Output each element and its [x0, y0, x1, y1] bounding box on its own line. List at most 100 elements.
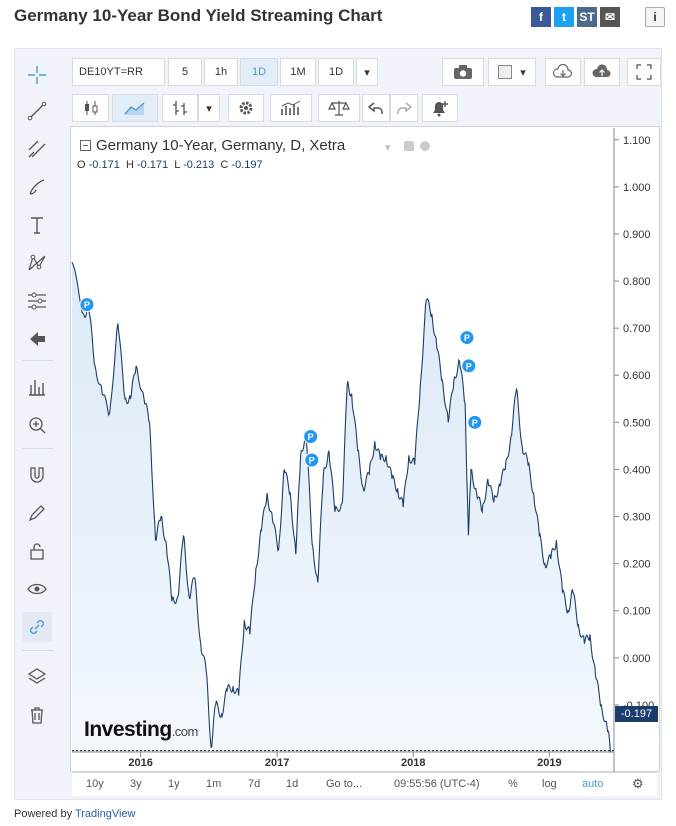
symbol-input[interactable]: DE10YT=RR [72, 58, 165, 86]
prediction-tool-icon[interactable] [22, 286, 52, 316]
settings-gear-icon[interactable] [228, 94, 264, 122]
legend-dropdown-icon[interactable]: ▾ [385, 142, 391, 154]
layers-icon[interactable] [22, 662, 52, 692]
link-icon[interactable] [22, 612, 52, 642]
clock-time: 09:55:56 (UTC-4) [394, 778, 480, 790]
add-alert-icon[interactable] [422, 94, 458, 122]
y-tick-label: 0.300 [623, 512, 651, 524]
event-marker [461, 358, 477, 374]
series-line [71, 261, 612, 754]
eye-icon[interactable] [22, 574, 52, 604]
magnet-icon[interactable] [22, 460, 52, 490]
event-marker [79, 297, 95, 313]
legend-title: Germany 10-Year, Germany, D, Xetra [96, 137, 346, 154]
undo-icon[interactable] [362, 94, 390, 122]
pencil-lock-icon[interactable] [22, 498, 52, 528]
event-marker [459, 330, 475, 346]
range-1d[interactable]: 1d [286, 778, 299, 790]
fib-tool-icon[interactable] [22, 134, 52, 164]
close-value: -0.197 [231, 159, 263, 171]
y-tick-label: 0.100 [623, 606, 651, 618]
x-tick-label: 2019 [537, 757, 561, 769]
text-tool-icon[interactable] [22, 210, 52, 240]
y-tick-label: 0.700 [623, 323, 651, 335]
legend-settings-icon[interactable] [420, 141, 430, 151]
y-tick-label: 0.500 [623, 417, 651, 429]
y-tick-label: 0.200 [623, 559, 651, 571]
camera-icon[interactable] [442, 58, 484, 86]
x-tick-label: 2017 [265, 757, 289, 769]
interval-button[interactable]: 1D [240, 58, 278, 86]
event-marker-label: P [308, 432, 314, 442]
candles-icon[interactable] [72, 94, 109, 122]
auto-toggle[interactable]: auto [582, 778, 604, 790]
low-value: -0.213 [183, 159, 215, 171]
info-icon[interactable]: i [645, 7, 665, 27]
tradingview-link[interactable]: TradingView [74, 808, 136, 820]
compare-scale-icon[interactable] [318, 94, 360, 122]
cloud-upload-icon[interactable] [584, 58, 620, 86]
event-marker [304, 452, 320, 468]
cloud-download-icon[interactable] [545, 58, 581, 86]
chart-settings-icon[interactable]: ⚙ [632, 776, 644, 791]
range-1m[interactable]: 1m [206, 778, 222, 790]
y-tick-label: 0.900 [623, 229, 651, 241]
crosshair-icon[interactable] [22, 60, 52, 90]
range-10y[interactable]: 10y [86, 778, 104, 790]
goto-button[interactable]: Go to... [326, 778, 363, 790]
zoom-in-icon[interactable] [22, 410, 52, 440]
event-marker [303, 428, 319, 444]
email-icon[interactable]: ✉ [600, 7, 620, 27]
chart-style-dropdown[interactable]: ▾ [488, 58, 536, 86]
facebook-icon[interactable]: f [531, 7, 551, 27]
measure-icon[interactable] [22, 372, 52, 402]
y-tick-label: 0.400 [623, 464, 651, 476]
pattern-tool-icon[interactable] [22, 248, 52, 278]
trend-line-icon[interactable] [22, 96, 52, 126]
event-marker-label: P [309, 456, 315, 466]
interval-button[interactable]: 1h [204, 58, 238, 86]
range-3y[interactable]: 3y [130, 778, 142, 790]
y-tick-label: 1.000 [623, 182, 651, 194]
range-7d[interactable]: 7d [248, 778, 261, 790]
interval-dropdown-icon[interactable]: ▾ [356, 58, 378, 86]
arrow-left-icon[interactable] [22, 324, 52, 354]
event-marker-label: P [84, 300, 90, 310]
percent-toggle[interactable]: % [508, 778, 518, 790]
legend-visibility-icon[interactable] [404, 141, 414, 151]
page-title: Germany 10-Year Bond Yield Streaming Cha… [14, 6, 383, 25]
legend-collapse-icon[interactable] [80, 140, 91, 151]
interval-button[interactable]: 5 [168, 58, 202, 86]
y-tick-label: 0.000 [623, 653, 651, 665]
y-tick-label: 1.100 [623, 135, 651, 147]
unlock-icon[interactable] [22, 536, 52, 566]
event-marker-label: P [472, 418, 478, 428]
interval-button[interactable]: 1M [280, 58, 316, 86]
interval-button[interactable]: 1D [318, 58, 354, 86]
twitter-icon[interactable]: t [554, 7, 574, 27]
chart-type-dropdown-icon[interactable]: ▾ [198, 94, 220, 122]
investing-logo: Investing.com [84, 718, 198, 741]
share-buttons: f t ST ✉ [528, 7, 620, 27]
event-marker-label: P [464, 333, 470, 343]
log-toggle[interactable]: log [542, 778, 557, 790]
x-tick-label: 2018 [401, 757, 425, 769]
brush-icon[interactable] [22, 172, 52, 202]
series-area [72, 262, 611, 752]
event-marker [467, 414, 483, 430]
x-tick-label: 2016 [128, 757, 152, 769]
trash-icon[interactable] [22, 700, 52, 730]
fullscreen-icon[interactable] [627, 58, 661, 86]
redo-icon[interactable] [390, 94, 418, 122]
bottom-bar: 10y 3y 1y 1m 7d 1d Go to... 09:55:56 (UT… [72, 772, 657, 796]
bars-icon[interactable] [162, 94, 198, 122]
legend-ohlc: O -0.171 H -0.171 L -0.213 C -0.197 [77, 159, 263, 171]
indicators-icon[interactable] [270, 94, 312, 122]
high-value: -0.171 [136, 159, 169, 171]
last-value-badge: -0.197 [615, 706, 658, 722]
stocktwits-icon[interactable]: ST [577, 7, 597, 27]
y-tick-label: 0.600 [623, 370, 651, 382]
y-tick-label: 0.800 [623, 276, 651, 288]
range-1y[interactable]: 1y [168, 778, 180, 790]
area-chart-icon[interactable] [112, 94, 158, 122]
